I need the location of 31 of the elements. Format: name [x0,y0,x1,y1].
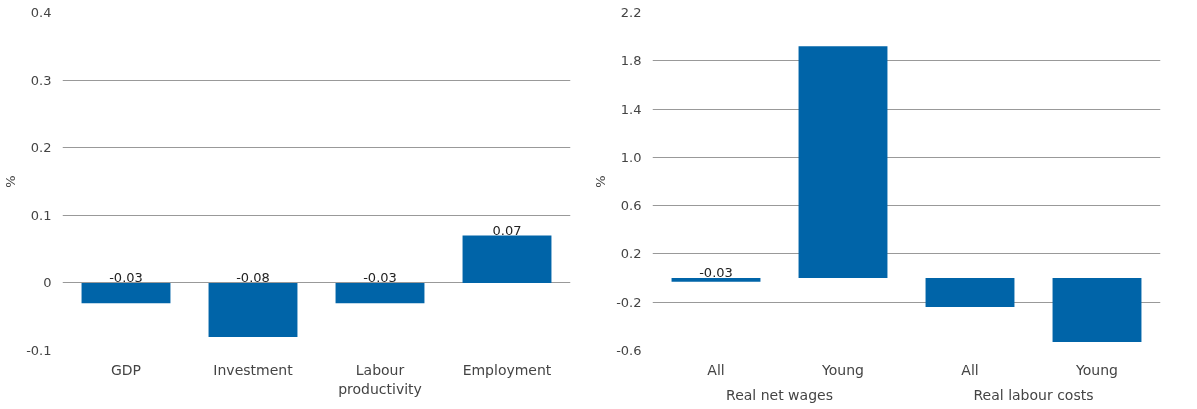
data-label: -0.03 [699,265,733,281]
y-axis-title: % [3,175,19,188]
x-tick-label: Investment [213,361,294,378]
y-tick-label: 2.2 [620,5,642,20]
y-tick-label: -0.1 [26,343,52,358]
x-tick-label: Labour productivity [338,361,422,397]
y-tick-label: -0.2 [616,294,642,310]
x-tick-label: Young [1075,361,1118,378]
y-tick-label: 0 [43,275,52,291]
y-tick-label: 0.3 [30,72,52,88]
y-tick-label: 1.8 [620,53,642,69]
text: Real labour costs [973,386,1094,403]
data-label: -0.03 [109,269,143,285]
y-tick-label: 1.0 [620,149,642,165]
x-tick-label: Young [821,361,864,378]
x-tick-label: All [707,361,725,378]
x-tick-label: GDP [110,361,142,378]
data-label: -0.08 [236,269,270,285]
y-tick-label: 0.6 [620,198,642,214]
data-label: 0.07 [492,222,522,238]
text: Real net wages [726,386,833,403]
y-tick-label: 0.2 [30,140,52,156]
data-label: -0.03 [363,269,397,285]
y-tick-label: -0.6 [616,343,642,358]
y-tick-label: 0.2 [620,246,642,262]
y-axis-title: % [593,175,609,188]
y-tick-label: 0.4 [30,5,52,20]
y-tick-label: 1.4 [620,101,642,117]
x-tick-label: All [961,361,979,378]
y-tick-label: 0.1 [30,207,52,223]
x-tick-label: Employment [462,361,552,378]
